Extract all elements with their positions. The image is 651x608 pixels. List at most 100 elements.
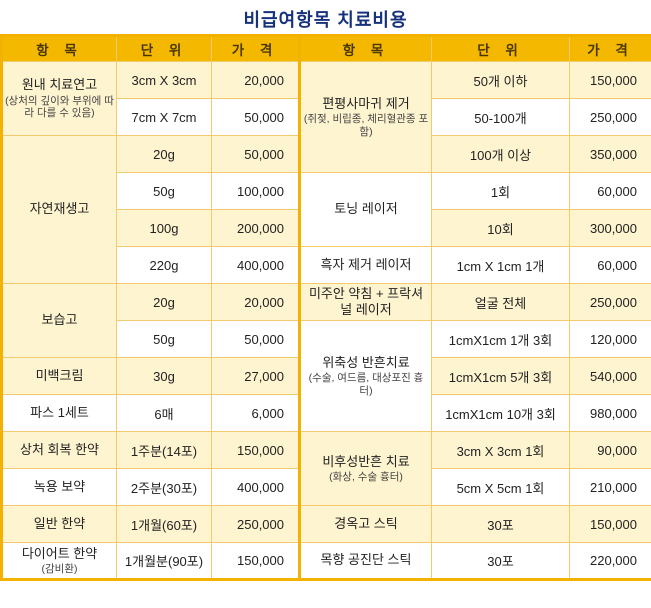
- item-note: (감비환): [41, 562, 78, 575]
- table-row: 파스 1세트 6매 6,000 1cmX1cm 10개 3회 980,000: [1, 394, 651, 432]
- unit-cell: 6매: [116, 394, 212, 432]
- price-cell: 250,000: [569, 98, 651, 136]
- table-row: 상처 회복 한약 1주분(14포) 150,000 비후성반흔 치료 (화상, …: [1, 431, 651, 506]
- item-cell: 녹용 보약: [1, 468, 117, 506]
- price-cell: 210,000: [569, 468, 651, 506]
- price-cell: 250,000: [211, 505, 300, 543]
- unit-cell: 50g: [116, 320, 212, 358]
- price-cell: 20,000: [211, 61, 300, 99]
- page-title: 비급여항목 치료비용: [243, 10, 408, 30]
- item-cell: 다이어트 한약 (감비환): [1, 542, 117, 580]
- price-cell: 100,000: [211, 172, 300, 210]
- price-cell: 60,000: [569, 246, 651, 284]
- price-cell: 220,000: [569, 542, 651, 580]
- price-cell: 250,000: [569, 283, 651, 321]
- item-cell: 위축성 반흔치료 (수술, 여드름, 대상포진 흉터): [298, 320, 432, 432]
- price-cell: 150,000: [569, 61, 651, 99]
- item-name: 원내 치료연고: [21, 77, 98, 93]
- unit-cell: 1개월분(90포): [116, 542, 212, 580]
- table-row: 보습고 20g 20,000 미주안 약침 + 프락셔널 레이저 얼굴 전체 2…: [1, 283, 651, 358]
- header-row: 항 목 단 위 가 격 항 목 단 위 가 격: [1, 35, 651, 62]
- unit-cell: 3cm X 3cm 1회: [431, 431, 570, 469]
- unit-cell: 1cmX1cm 10개 3회: [431, 394, 570, 432]
- table-row: 50g 100,000 토닝 레이저 1회 60,000: [2, 172, 651, 247]
- price-cell: 27,000: [211, 357, 300, 395]
- unit-cell: 30g: [116, 357, 212, 395]
- item-cell: 미주안 약침 + 프락셔널 레이저: [298, 283, 432, 321]
- price-cell: 20,000: [211, 283, 300, 321]
- table-row: 220g 400,000 흑자 제거 레이저 1cm X 1cm 1개 60,0…: [2, 246, 651, 284]
- unit-cell: 1회: [431, 172, 570, 210]
- unit-cell: 220g: [116, 246, 212, 284]
- price-cell: 50,000: [211, 135, 300, 173]
- item-note: (상처의 깊이와 부위에 따라 다를 수 있음): [5, 94, 114, 120]
- unit-cell: 1cmX1cm 5개 3회: [431, 357, 570, 395]
- item-cell: 편평사마귀 제거 (쥐젖, 비립종, 체리혈관종 포함): [298, 61, 432, 173]
- unit-cell: 5cm X 5cm 1회: [431, 468, 570, 506]
- unit-cell: 1cm X 1cm 1개: [431, 246, 570, 284]
- item-name: 녹용 보약: [33, 478, 86, 494]
- unit-cell: 30포: [431, 505, 570, 543]
- item-cell: 보습고: [1, 283, 117, 358]
- item-name: 미주안 약침 + 프락셔널 레이저: [308, 285, 424, 317]
- price-cell: 90,000: [569, 431, 651, 469]
- price-cell: 980,000: [569, 394, 651, 432]
- header-item-left: 항 목: [1, 35, 117, 62]
- item-name: 목향 공진단 스틱: [320, 552, 412, 568]
- item-note: (화상, 수술 흉터): [329, 470, 403, 483]
- item-name: 일반 한약: [33, 515, 86, 531]
- unit-cell: 100개 이상: [431, 135, 570, 173]
- item-name: 미백크림: [35, 367, 84, 383]
- price-cell: 150,000: [569, 505, 651, 543]
- item-name: 흑자 제거 레이저: [320, 256, 412, 272]
- unit-cell: 1주분(14포): [116, 431, 212, 469]
- item-name: 상처 회복 한약: [20, 441, 99, 457]
- item-cell: 원내 치료연고 (상처의 깊이와 부위에 따라 다를 수 있음): [1, 61, 117, 136]
- price-cell: 350,000: [569, 135, 651, 173]
- unit-cell: 7cm X 7cm: [116, 98, 212, 136]
- item-note: (쥐젖, 비립종, 체리혈관종 포함): [303, 113, 429, 138]
- item-name: 보습고: [41, 312, 78, 328]
- unit-cell: 3cm X 3cm: [116, 61, 212, 99]
- price-cell: 120,000: [569, 320, 651, 358]
- price-cell: 540,000: [569, 357, 651, 395]
- price-cell: 50,000: [211, 98, 300, 136]
- header-price-right: 가 격: [569, 35, 651, 62]
- unit-cell: 1cmX1cm 1개 3회: [431, 320, 570, 358]
- price-cell: 400,000: [211, 246, 300, 284]
- price-cell: 50,000: [211, 320, 300, 358]
- unit-cell: 10회: [431, 209, 570, 247]
- item-cell: 비후성반흔 치료 (화상, 수술 흉터): [298, 431, 432, 506]
- table-row: 원내 치료연고 (상처의 깊이와 부위에 따라 다를 수 있음) 3cm X 3…: [1, 61, 651, 173]
- table-row: 미백크림 30g 27,000 1cmX1cm 5개 3회 540,000: [1, 357, 651, 395]
- item-name: 토닝 레이저: [334, 201, 398, 217]
- table-row: 녹용 보약 2주분(30포) 400,000 5cm X 5cm 1회 210,…: [1, 468, 651, 506]
- price-cell: 150,000: [211, 542, 300, 580]
- item-cell: 흑자 제거 레이저: [298, 246, 432, 284]
- item-name: 다이어트 한약: [21, 545, 98, 561]
- header-price-left: 가 격: [211, 35, 300, 62]
- price-cell: 150,000: [211, 431, 300, 469]
- price-cell: 300,000: [569, 209, 651, 247]
- item-cell: 파스 1세트: [1, 394, 117, 432]
- unit-cell: 50-100개: [431, 98, 570, 136]
- item-cell: 미백크림: [1, 357, 117, 395]
- unit-cell: 100g: [116, 209, 212, 247]
- item-name: 비후성반흔 치료: [322, 453, 410, 469]
- item-name: 위축성 반흔치료: [322, 354, 410, 370]
- unit-cell: 20g: [116, 283, 212, 321]
- unit-cell: 20g: [116, 135, 212, 173]
- unit-cell: 50g: [116, 172, 212, 210]
- table-row: 일반 한약 1개월(60포) 250,000 경옥고 스틱 30포 150,00…: [1, 505, 651, 543]
- item-cell: 상처 회복 한약: [1, 431, 117, 469]
- item-cell: 자연재생고: [1, 135, 117, 284]
- item-cell: 경옥고 스틱: [298, 505, 432, 543]
- unit-cell: 얼굴 전체: [431, 283, 570, 321]
- unit-cell: 50개 이하: [431, 61, 570, 99]
- item-note: (수술, 여드름, 대상포진 흉터): [308, 372, 424, 397]
- header-item-right: 항 목: [298, 35, 432, 62]
- header-unit-left: 단 위: [116, 35, 212, 62]
- price-cell: 400,000: [211, 468, 300, 506]
- item-name: 경옥고 스틱: [334, 515, 398, 531]
